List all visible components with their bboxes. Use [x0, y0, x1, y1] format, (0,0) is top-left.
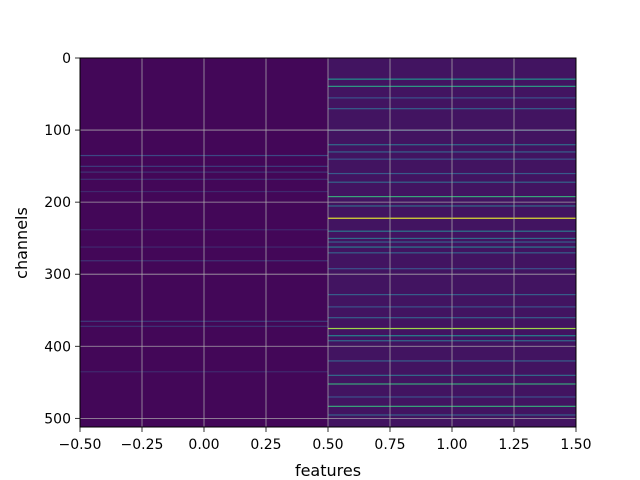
x-tick-label: 1.50	[560, 437, 591, 453]
x-tick-label: 0.00	[188, 437, 219, 453]
x-tick-label: 1.00	[436, 437, 467, 453]
y-tick-label: 300	[44, 267, 71, 283]
x-axis-label: features	[295, 461, 361, 480]
x-tick-label: 0.25	[250, 437, 281, 453]
y-tick-label: 0	[62, 51, 71, 67]
x-axis: −0.50 −0.25 0.00 0.25 0.50 0.75 1.00 1.25 1.50	[59, 427, 592, 453]
x-tick-label: −0.25	[121, 437, 164, 453]
plot-area	[79, 57, 577, 428]
x-tick-label: 1.25	[498, 437, 529, 453]
y-tick-label: 100	[44, 123, 71, 139]
y-axis-label: channels	[12, 207, 31, 279]
y-axis: 0 100 200 300 400 500	[44, 51, 80, 427]
y-tick-label: 400	[44, 339, 71, 355]
x-tick-label: 0.50	[312, 437, 343, 453]
x-tick-label: −0.50	[59, 437, 102, 453]
y-tick-label: 500	[44, 411, 71, 427]
y-tick-label: 200	[44, 195, 71, 211]
x-tick-label: 0.75	[374, 437, 405, 453]
